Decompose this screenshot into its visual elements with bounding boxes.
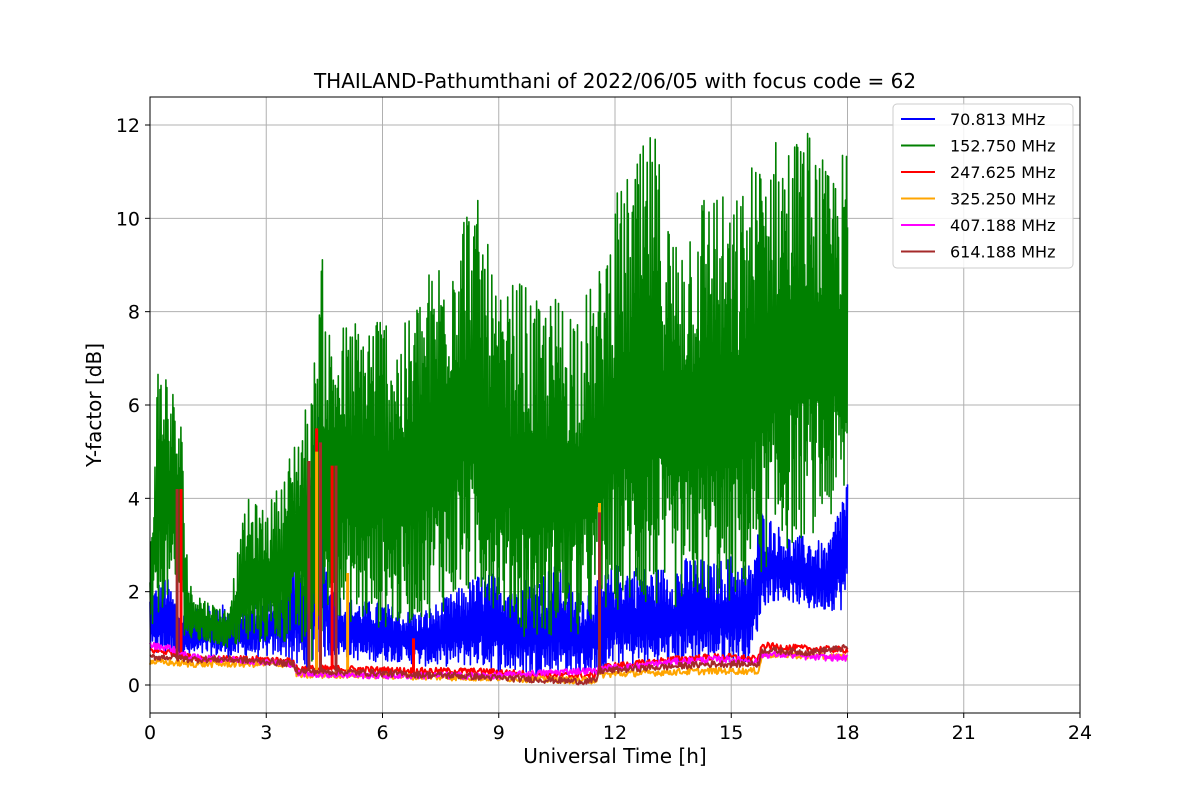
x-tick-label: 18 <box>835 722 859 744</box>
series-1 <box>149 132 849 662</box>
legend-label: 614.188 MHz <box>950 243 1055 262</box>
x-tick-label: 21 <box>952 722 976 744</box>
legend-label: 407.188 MHz <box>950 216 1055 235</box>
x-tick-label: 3 <box>260 722 272 744</box>
y-tick-label: 2 <box>128 582 140 604</box>
y-tick-label: 12 <box>116 115 140 137</box>
chart-title: THAILAND-Pathumthani of 2022/06/05 with … <box>313 69 916 93</box>
x-tick-label: 12 <box>603 722 627 744</box>
y-tick-label: 8 <box>128 302 140 324</box>
y-tick-label: 6 <box>128 395 140 417</box>
y-tick-label: 0 <box>128 675 140 697</box>
legend: 70.813 MHz 152.750 MHz 247.625 MHz 325.250 … <box>892 103 1074 269</box>
x-tick-label: 9 <box>493 722 505 744</box>
series-line <box>149 644 849 686</box>
legend-label: 70.813 MHz <box>950 110 1045 129</box>
legend-box <box>892 103 1074 269</box>
legend-label: 325.250 MHz <box>950 190 1055 209</box>
x-axis-label: Universal Time [h] <box>523 744 706 768</box>
y-axis-label: Y-factor [dB] <box>82 343 106 468</box>
series-line <box>149 132 849 662</box>
y-tick-label: 10 <box>116 208 140 230</box>
x-tick-label: 24 <box>1068 722 1092 744</box>
y-tick-label: 4 <box>128 488 140 510</box>
x-tick-label: 0 <box>144 722 156 744</box>
series-5 <box>149 442 849 686</box>
legend-label: 247.625 MHz <box>950 163 1055 182</box>
x-tick-label: 6 <box>376 722 388 744</box>
x-tick-label: 15 <box>719 722 743 744</box>
series-layer <box>149 132 849 686</box>
legend-label: 152.750 MHz <box>950 137 1055 156</box>
